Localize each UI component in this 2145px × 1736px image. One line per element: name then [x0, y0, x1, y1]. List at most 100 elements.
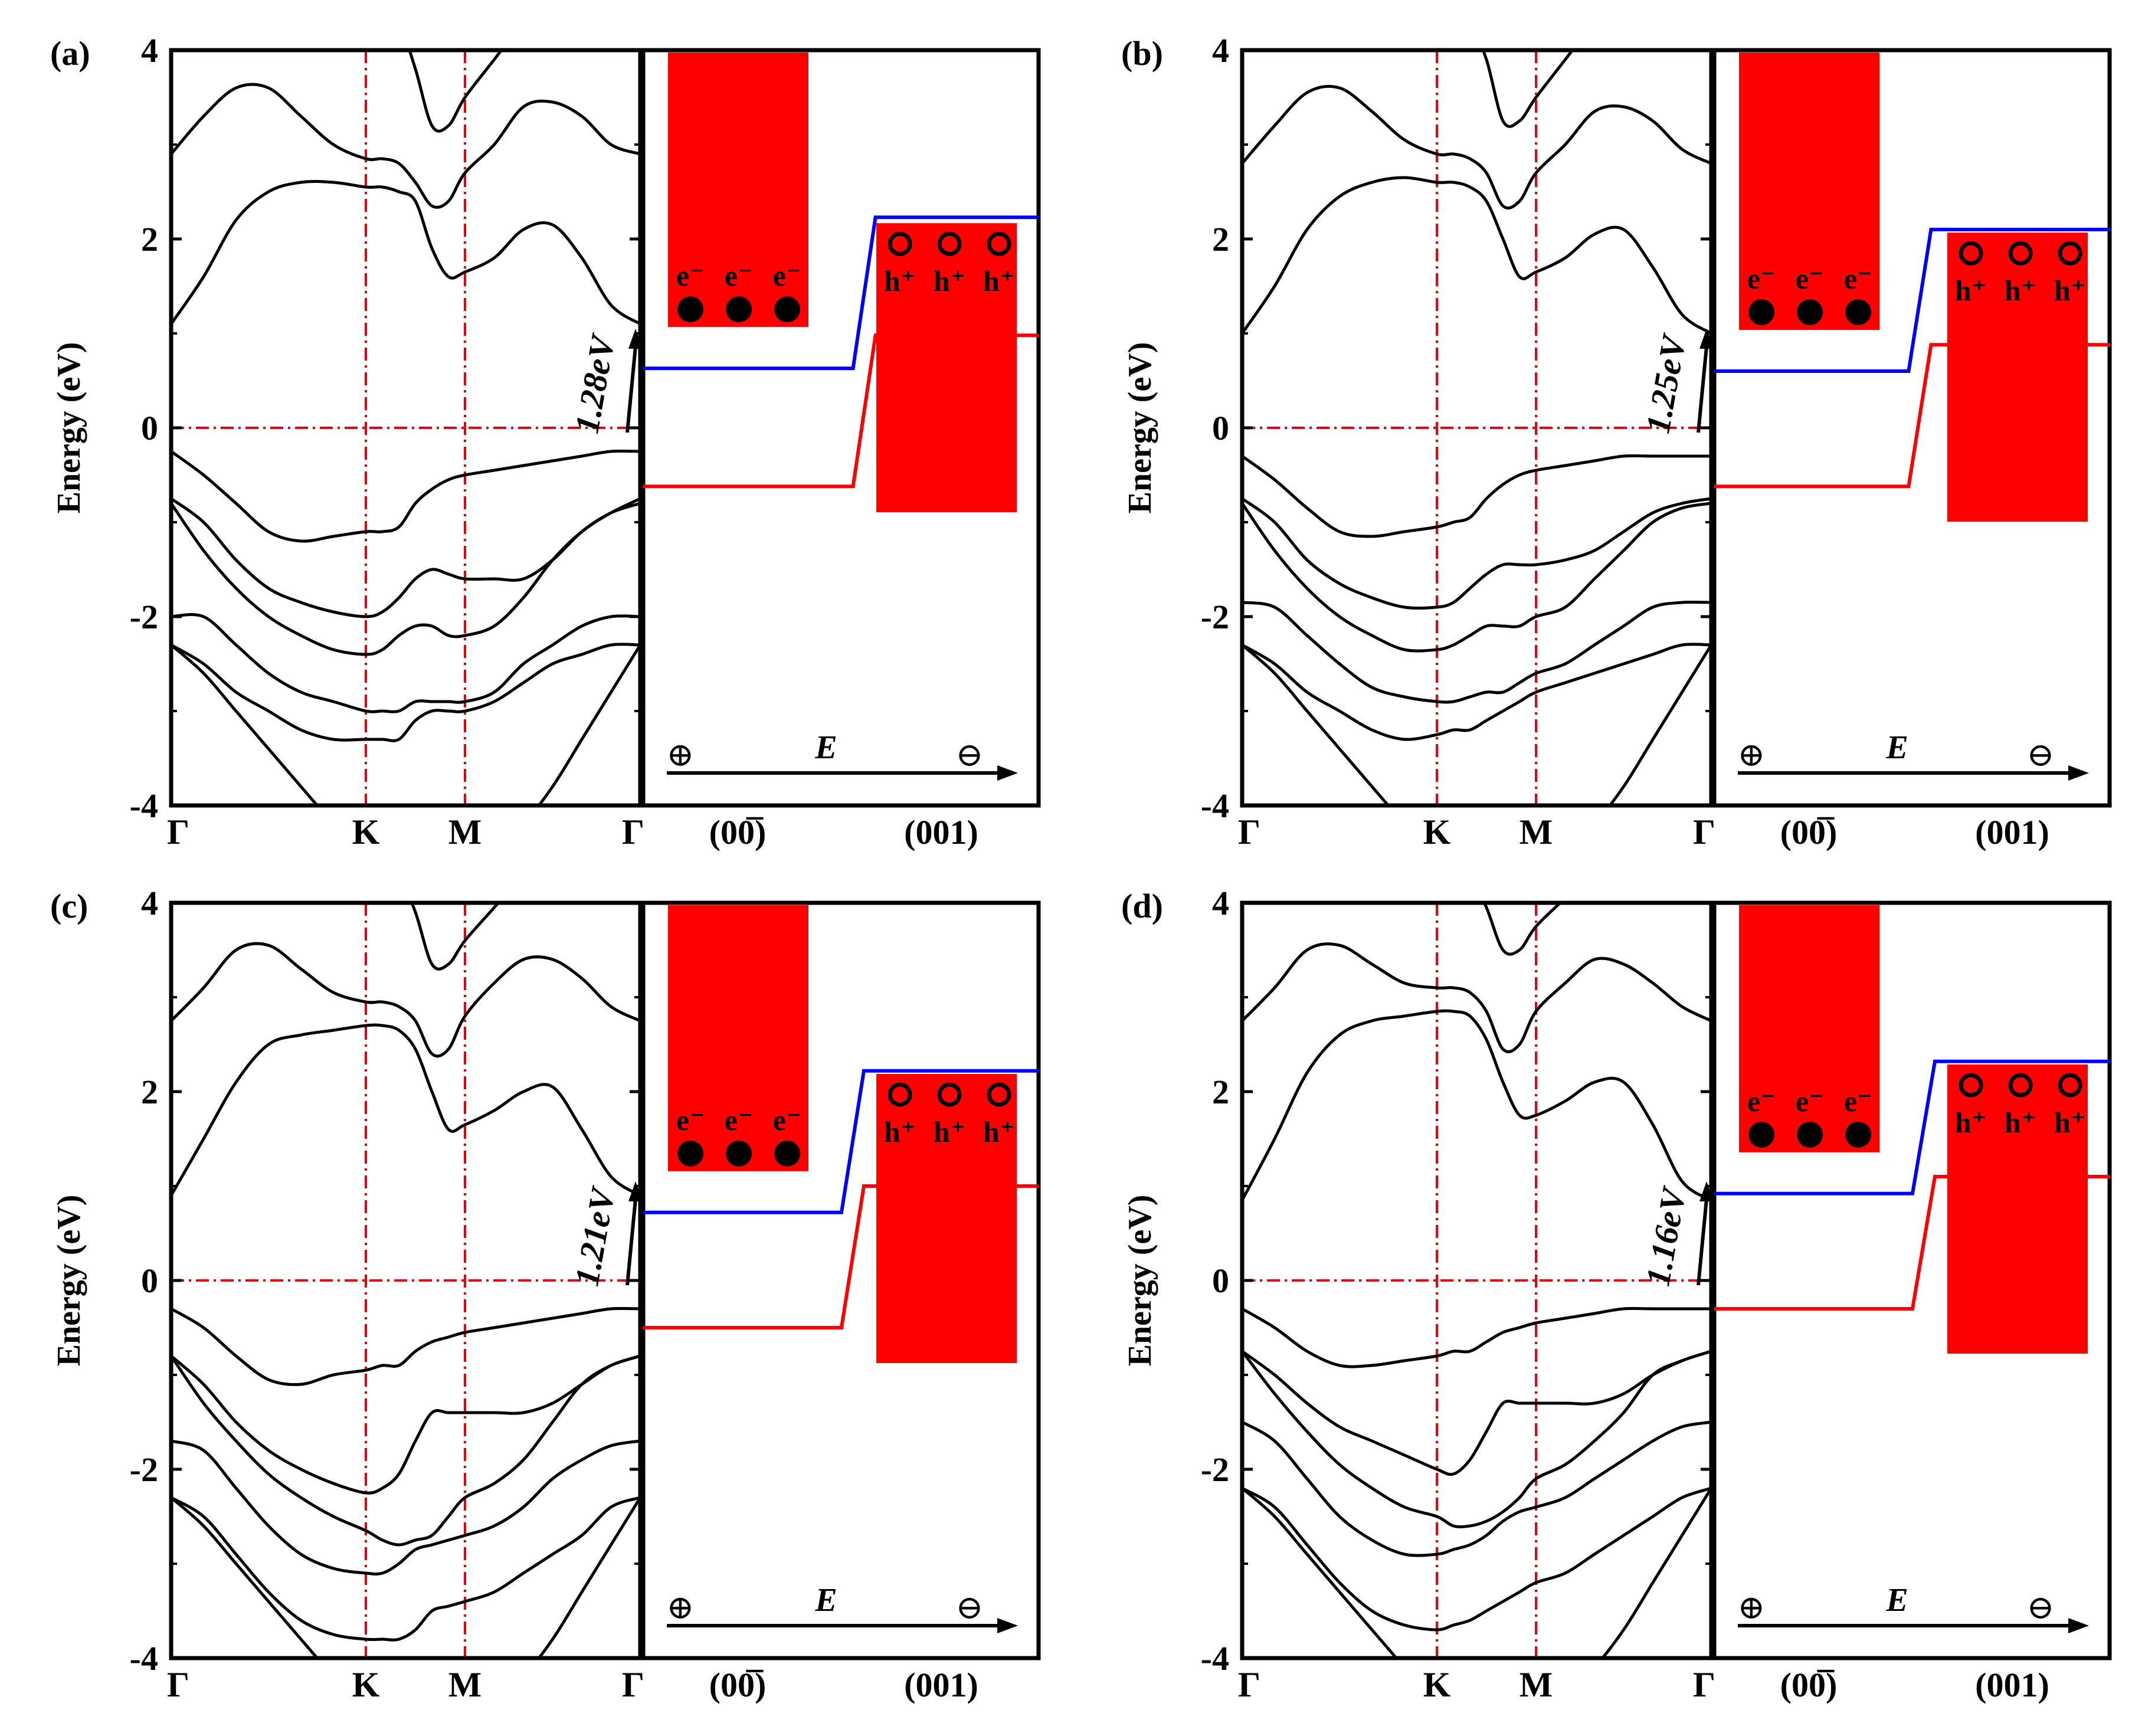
bands — [1242, 903, 1711, 1658]
valence-band-edge — [643, 1184, 1039, 1329]
y-tick-label: 2 — [141, 1073, 158, 1111]
hole-label: h⁺ — [983, 264, 1015, 297]
electron-dot — [726, 1140, 752, 1167]
minus-symbol: ⊖ — [956, 1590, 984, 1626]
field-label: E — [814, 729, 837, 766]
y-tick-label: -4 — [1201, 1639, 1229, 1678]
hole-circle — [1959, 241, 1983, 266]
band-line-3 — [171, 1439, 640, 1576]
minus-symbol: ⊖ — [2027, 737, 2055, 774]
valence-band-edge — [1714, 343, 2110, 489]
field-label: E — [1885, 729, 1908, 766]
hole-circle — [937, 1082, 962, 1107]
band-line-2 — [1242, 643, 1711, 741]
panel-label: (b) — [1121, 34, 1163, 73]
y-tick-label: 2 — [1212, 1073, 1229, 1111]
hole-label: h⁺ — [934, 1115, 965, 1148]
band-line-7 — [171, 1023, 640, 1197]
y-tick-label: 0 — [141, 409, 158, 447]
gap-value-label: 1.16eV — [1638, 1183, 1694, 1289]
bands — [171, 903, 640, 1658]
hole-circle — [2058, 1073, 2082, 1098]
gap-value-label: 1.25eV — [1638, 330, 1694, 436]
hole-label: h⁺ — [1955, 1106, 1987, 1139]
y-tick-label: 0 — [1212, 1262, 1229, 1300]
field-label: E — [814, 1582, 837, 1619]
panel-label: (c) — [50, 887, 88, 925]
y-tick-label: 4 — [1212, 31, 1229, 70]
k-point-label: Γ — [167, 813, 189, 851]
electron-dot — [1845, 299, 1871, 325]
band-line-7 — [171, 179, 640, 326]
k-point-label: Γ — [167, 1665, 189, 1704]
electron-label: e⁻ — [676, 259, 705, 292]
k-point-label: Γ — [1238, 813, 1260, 851]
band-line-6 — [171, 1306, 640, 1386]
k-point-label: M — [1519, 813, 1553, 851]
y-tick-label: 4 — [1212, 884, 1229, 922]
band-line-1 — [1242, 644, 1711, 805]
electron-label: e⁻ — [773, 1103, 802, 1136]
hole-label: h⁺ — [2005, 1106, 2036, 1139]
hole-label: h⁺ — [983, 1115, 1015, 1148]
band-line-2 — [1242, 1486, 1711, 1632]
electron-label: e⁻ — [725, 1103, 754, 1136]
band-line-7 — [1242, 176, 1711, 335]
electron-label: e⁻ — [1844, 1085, 1873, 1118]
y-tick-label: 0 — [141, 1262, 158, 1300]
gap-arrow-head — [628, 329, 643, 349]
electron-label: e⁻ — [676, 1103, 705, 1136]
diagram-frame — [641, 48, 1041, 808]
gap-arrow-shaft — [626, 346, 637, 433]
hole-label: h⁺ — [2005, 274, 2036, 307]
gap-arrow-head — [1699, 329, 1714, 349]
y-tick-label: -4 — [130, 787, 158, 825]
band-line-1 — [171, 1496, 640, 1658]
panel-b: -4 -2 0 2 4 Energy (eV) Γ K M Γ (b) 1.25eV e⁻ e⁻ e⁻ h⁺ h… — [1121, 31, 2112, 851]
field-arrow-head — [997, 1618, 1018, 1633]
hole-label: h⁺ — [884, 1115, 916, 1148]
conduction-band-edge — [643, 1069, 1039, 1214]
band-line-4 — [1242, 502, 1711, 653]
diagram-frame — [1712, 48, 2112, 808]
y-tick-label: -4 — [130, 1639, 158, 1678]
bands — [171, 50, 640, 805]
band-line-5 — [1242, 497, 1711, 610]
panel-label: (a) — [50, 34, 90, 73]
guides — [171, 50, 640, 805]
hole-circle — [2008, 241, 2033, 266]
conduction-band-edge — [1714, 228, 2110, 373]
electron-dot — [677, 296, 703, 323]
electron-label: e⁻ — [773, 259, 802, 292]
electron-label: e⁻ — [725, 259, 754, 292]
conduction-band-edge — [1714, 1059, 2110, 1195]
y-tick-label: 2 — [141, 220, 158, 258]
hole-circle — [937, 231, 962, 256]
k-point-label: M — [1519, 1665, 1553, 1704]
band-line-4 — [1242, 1350, 1711, 1529]
y-tick-label: -2 — [1201, 598, 1229, 636]
field-arrow-head — [997, 765, 1018, 781]
k-point-label: K — [352, 813, 380, 851]
facet-label-right: (001) — [904, 813, 978, 851]
electron-label: e⁻ — [1796, 1085, 1825, 1118]
hole-circle — [2058, 241, 2082, 266]
plus-symbol: ⊕ — [1738, 737, 1766, 774]
hole-accumulation-block — [876, 223, 1017, 513]
panel-label: (d) — [1121, 887, 1163, 925]
band-line-3 — [171, 612, 640, 713]
electron-dot — [774, 1140, 800, 1167]
electron-accumulation-block — [668, 53, 808, 327]
facet-label-left: (00̅) — [709, 1666, 767, 1704]
hole-circle — [987, 1082, 1011, 1107]
band-line-8 — [1242, 942, 1711, 1053]
facet-label-left: (00̅) — [1780, 1666, 1838, 1704]
band-line-8 — [171, 942, 640, 1058]
panel-a: -4 -2 0 2 4 Energy (eV) Γ K M Γ (a) 1.28eV e⁻ e⁻ e⁻ h⁺ h… — [50, 31, 1041, 851]
k-point-label: K — [1423, 1665, 1451, 1704]
minus-symbol: ⊖ — [956, 737, 984, 774]
hole-circle — [1959, 1073, 1983, 1098]
y-axis-label: Energy (eV) — [51, 342, 87, 514]
electron-label: e⁻ — [1747, 262, 1776, 295]
